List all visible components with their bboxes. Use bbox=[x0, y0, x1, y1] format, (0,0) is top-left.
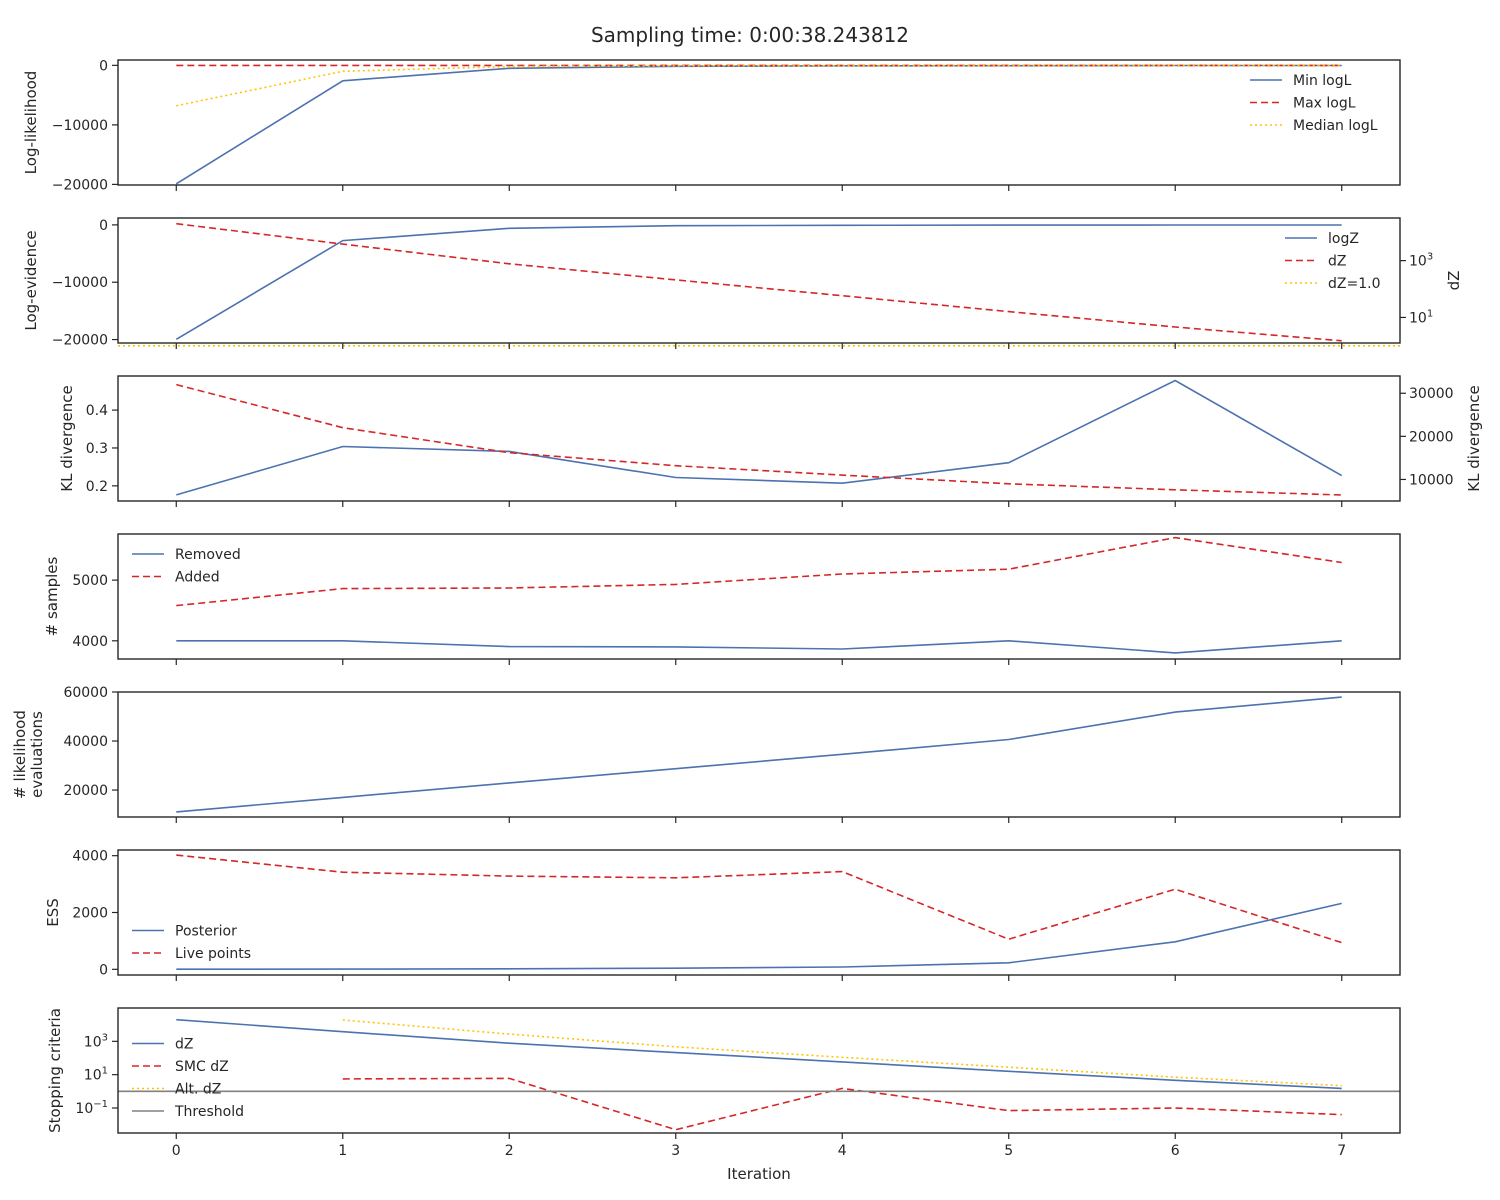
legend-label: Posterior bbox=[175, 924, 237, 940]
y-tick-label: 4000 bbox=[72, 634, 108, 650]
axes-frame bbox=[117, 533, 1401, 660]
axes-frame bbox=[117, 217, 1401, 344]
legend-label: dZ bbox=[1328, 254, 1346, 270]
series-logz-line bbox=[175, 224, 1342, 340]
legend-label: Max logL bbox=[1293, 96, 1356, 112]
x-tick-label: 7 bbox=[1337, 1143, 1346, 1159]
y-right-axis-label: dZ bbox=[1445, 271, 1463, 291]
x-tick-label: 5 bbox=[1004, 1143, 1013, 1159]
figure-title: Sampling time: 0:00:38.243812 bbox=[591, 23, 909, 47]
x-tick-label: 2 bbox=[505, 1143, 514, 1159]
y-tick-label: −20000 bbox=[52, 333, 108, 349]
legend-label: Live points bbox=[175, 946, 251, 962]
legend-label: dZ bbox=[175, 1037, 193, 1053]
axes-frame bbox=[117, 1007, 1401, 1134]
y-axis-label: Stopping criteria bbox=[46, 1008, 64, 1133]
legend-label: Alt. dZ bbox=[175, 1082, 221, 1098]
series-posterior-line bbox=[176, 902, 1342, 970]
y-tick-label: 0.4 bbox=[86, 403, 108, 419]
legend-label: Threshold bbox=[174, 1104, 244, 1120]
y-right-tick-label: 10000 bbox=[1409, 472, 1454, 488]
series-removed-line bbox=[176, 639, 1342, 654]
x-tick-label: 6 bbox=[1171, 1143, 1180, 1159]
x-tick-label: 4 bbox=[838, 1143, 847, 1159]
panel-4: 5000 4000 # samples Removed Added bbox=[43, 533, 1401, 665]
series-dz-line bbox=[176, 222, 1342, 342]
y-axis-label: ESS bbox=[44, 898, 62, 927]
y-tick-label: 0.3 bbox=[86, 441, 108, 457]
y-axis-label: # samples bbox=[43, 556, 61, 636]
x-tick-label: 3 bbox=[671, 1143, 680, 1159]
y-tick-label: −20000 bbox=[52, 177, 108, 193]
y-tick-label: 2000 bbox=[72, 906, 108, 922]
x-tick-label: 1 bbox=[338, 1143, 347, 1159]
series-median-logl-line bbox=[176, 64, 1342, 107]
y-tick-label: 0 bbox=[99, 58, 108, 74]
series-smc-dz-line bbox=[342, 1077, 1342, 1131]
series-0-line bbox=[176, 379, 1343, 496]
y-right-axis-label: KL divergence bbox=[1465, 385, 1483, 491]
panel-3: 0.4 0.3 0.2 30000 20000 10000 KL divergence KL … bbox=[58, 375, 1483, 507]
y-axis-label: Log-likelihood bbox=[22, 71, 40, 175]
legend-label: Removed bbox=[175, 547, 241, 563]
panels: 0 −10000 −20000 Log-likelihood Min logL Max l… bbox=[11, 58, 1483, 1159]
series-dz-line bbox=[176, 1018, 1342, 1090]
panel-5: 60000 40000 20000 # likelihoodevaluations bbox=[11, 685, 1401, 823]
panel-6: 4000 2000 0 ESS Posterior Live points bbox=[44, 849, 1401, 981]
y-right-tick-label: 30000 bbox=[1409, 386, 1454, 402]
axes-frame bbox=[117, 375, 1401, 502]
legend-label: logZ bbox=[1328, 231, 1359, 247]
y-tick-label: 0 bbox=[99, 962, 108, 978]
y-tick-label: 0 bbox=[99, 218, 108, 234]
legend-label: Added bbox=[175, 570, 220, 586]
x-tick-label: 0 bbox=[172, 1143, 181, 1159]
y-tick-label: 0.2 bbox=[86, 479, 108, 495]
y-right-tick-label: 20000 bbox=[1409, 429, 1454, 445]
panel-1: 0 −10000 −20000 Log-likelihood Min logL Max l… bbox=[22, 58, 1401, 193]
legend-label: Median logL bbox=[1293, 118, 1378, 134]
axes-frame bbox=[117, 691, 1401, 818]
y-tick-label: 40000 bbox=[63, 734, 108, 750]
y-tick-label: 60000 bbox=[63, 685, 108, 701]
series-alt-dz-line bbox=[342, 1019, 1342, 1087]
x-axis-label: Iteration bbox=[727, 1165, 791, 1183]
y-tick-label: −10000 bbox=[52, 275, 108, 291]
legend-label: Min logL bbox=[1293, 73, 1352, 89]
legend-label: SMC dZ bbox=[175, 1059, 229, 1075]
y-axis-label: Log-evidence bbox=[22, 230, 40, 330]
y-tick-label: 20000 bbox=[63, 783, 108, 799]
series-added-line bbox=[176, 536, 1342, 607]
y-axis-label: KL divergence bbox=[58, 385, 76, 491]
series-live-points-line bbox=[176, 854, 1342, 944]
series-1-line bbox=[176, 383, 1342, 496]
axes-frame bbox=[117, 59, 1401, 186]
y-tick-label: 5000 bbox=[72, 573, 108, 589]
y-axis-label: # likelihoodevaluations bbox=[11, 710, 46, 799]
y-tick-label: 4000 bbox=[72, 849, 108, 865]
legend-label: dZ=1.0 bbox=[1328, 276, 1380, 292]
series-0-line bbox=[176, 696, 1342, 813]
y-tick-label: −10000 bbox=[52, 118, 108, 134]
